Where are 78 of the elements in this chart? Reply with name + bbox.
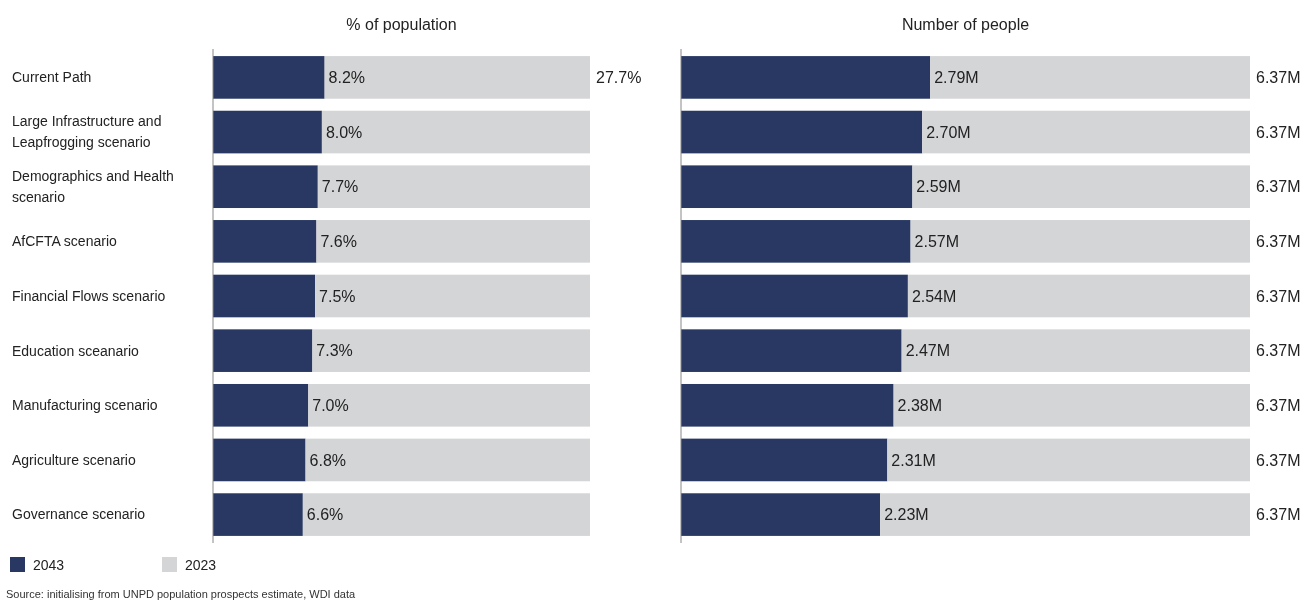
source-note: Source: initialising from UNPD population prospects estimate, WDI data [6, 588, 356, 600]
bar [880, 493, 1250, 536]
total-label: 6.37M [1256, 178, 1301, 196]
bar [681, 438, 888, 482]
data-label: 7.0% [312, 396, 349, 414]
y-tick-label: Education sceanario [12, 342, 140, 359]
data-label: 2.59M [916, 178, 961, 196]
data-label: 8.0% [325, 123, 363, 141]
bar [213, 274, 316, 318]
bar [213, 165, 318, 209]
data-label: 6.8% [309, 451, 347, 469]
total-label: 6.37M [1256, 506, 1301, 524]
bar [681, 165, 913, 209]
y-tick-label: Large Infrastructure and Leapfrogging scenario [12, 113, 162, 151]
y-tick-label: Current Path [12, 69, 92, 86]
bar [681, 56, 931, 99]
legend-label: 2023 [185, 556, 217, 573]
y-tick-label: Governance scenario [12, 506, 146, 523]
y-tick-label: Manufacturing scenario [12, 397, 158, 414]
bar [681, 274, 908, 318]
data-label: 8.2% [328, 69, 366, 87]
bar [213, 329, 313, 372]
bar [312, 329, 590, 372]
data-label: 2.47M [905, 342, 951, 360]
total-label: 6.37M [1256, 396, 1301, 414]
bar [893, 383, 1250, 427]
bar [681, 383, 894, 427]
bar [681, 220, 911, 263]
total-label: 6.37M [1256, 69, 1301, 87]
bar [213, 493, 303, 536]
bar [213, 220, 317, 263]
bar [308, 383, 590, 427]
data-label: 2.79M [934, 69, 979, 87]
bar [316, 220, 590, 263]
bar [922, 110, 1250, 154]
bar [930, 56, 1250, 99]
bar [324, 56, 590, 99]
y-tick-label: AfCFTA scenario [12, 233, 117, 250]
bar [681, 493, 881, 536]
bar [887, 438, 1250, 482]
bar [213, 110, 322, 154]
data-label: 2.54M [911, 287, 957, 305]
bar [302, 493, 590, 536]
bar [213, 383, 309, 427]
bar [213, 56, 325, 99]
data-label: 2.38M [897, 396, 943, 414]
bar [317, 165, 590, 209]
total-label: 6.37M [1256, 342, 1301, 360]
total-label: 27.7% [596, 69, 642, 87]
bar [912, 165, 1250, 209]
data-label: 2.23M [884, 506, 929, 524]
data-label: 7.5% [319, 287, 356, 305]
total-label: 6.37M [1256, 232, 1301, 250]
data-label: 7.3% [316, 342, 353, 360]
data-label: 2.70M [926, 123, 971, 141]
bar [681, 329, 902, 372]
y-tick-label: Agriculture scenario [12, 451, 136, 468]
chart-title: % of population [346, 16, 457, 33]
bar [907, 274, 1250, 318]
bar [681, 110, 923, 154]
total-label: 6.37M [1256, 451, 1301, 469]
y-tick-label: Financial Flows scenario [12, 287, 166, 304]
bar [901, 329, 1250, 372]
data-label: 2.57M [914, 232, 960, 250]
data-label: 7.6% [320, 232, 357, 250]
bar [213, 438, 306, 482]
data-label: 6.6% [306, 506, 344, 524]
chart-title: Number of people [901, 16, 1030, 33]
bar [910, 220, 1250, 263]
data-label: 2.31M [891, 451, 936, 469]
bar [321, 110, 590, 154]
y-tick-label: Demographics and Health scenario [12, 168, 174, 206]
total-label: 6.37M [1256, 123, 1301, 141]
legend-label: 2043 [33, 556, 65, 573]
bar [315, 274, 590, 318]
bar [305, 438, 590, 482]
total-label: 6.37M [1256, 287, 1301, 305]
data-label: 7.7% [321, 178, 359, 196]
